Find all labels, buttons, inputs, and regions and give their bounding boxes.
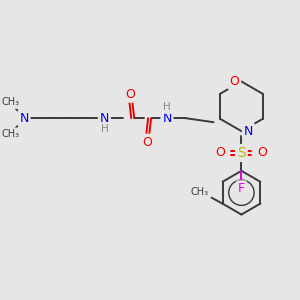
Text: O: O <box>216 146 226 160</box>
Text: N: N <box>19 112 29 125</box>
Text: CH₃: CH₃ <box>190 187 209 197</box>
Text: F: F <box>238 182 245 195</box>
Text: H: H <box>163 102 171 112</box>
Text: O: O <box>142 136 152 148</box>
Text: N: N <box>162 112 172 125</box>
Text: H: H <box>100 124 108 134</box>
Text: CH₃: CH₃ <box>1 97 19 107</box>
Text: N: N <box>244 124 253 138</box>
Text: O: O <box>125 88 135 101</box>
Text: CH₃: CH₃ <box>1 129 19 139</box>
Text: N: N <box>100 112 109 125</box>
Text: O: O <box>257 146 267 160</box>
Text: O: O <box>230 75 239 88</box>
Text: S: S <box>237 146 246 160</box>
